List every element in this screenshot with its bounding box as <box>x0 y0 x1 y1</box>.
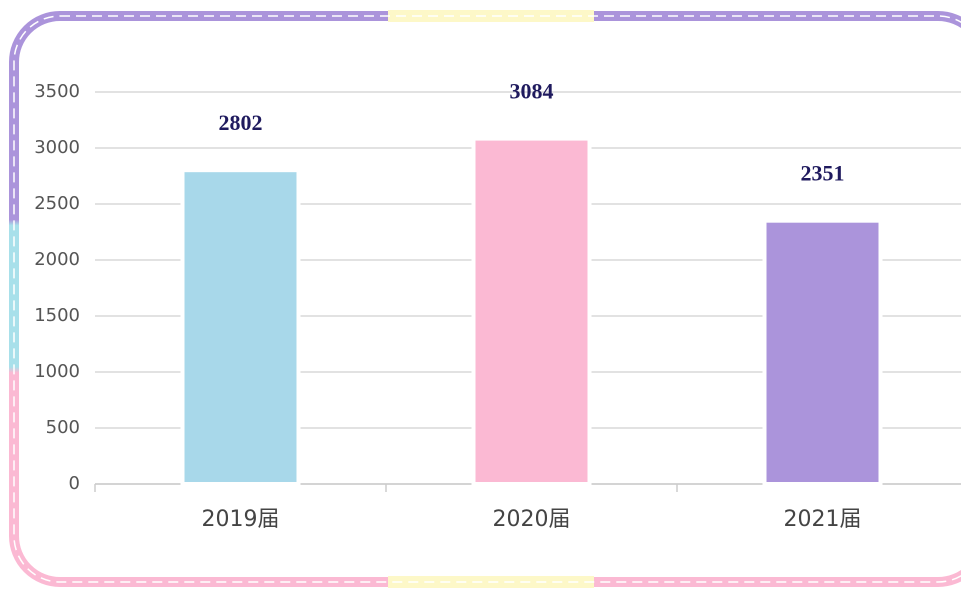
x-tick-label: 2020届 <box>493 507 571 532</box>
x-tick-label: 2021届 <box>784 507 862 532</box>
y-tick-label: 2500 <box>34 193 80 214</box>
y-tick-label: 1000 <box>34 361 80 382</box>
y-tick-label: 3000 <box>34 137 80 158</box>
y-tick-label: 1500 <box>34 305 80 326</box>
bar <box>471 136 592 486</box>
data-label: 2802 <box>219 110 263 135</box>
x-tick-label: 2019届 <box>202 507 280 532</box>
y-tick-label: 0 <box>69 473 80 494</box>
bar <box>180 168 301 486</box>
frame <box>9 10 961 588</box>
bar <box>762 218 883 487</box>
data-label: 2351 <box>801 161 845 186</box>
y-tick-label: 500 <box>46 417 80 438</box>
data-label: 3084 <box>510 79 554 104</box>
y-tick-label: 3500 <box>34 81 80 102</box>
y-tick-label: 2000 <box>34 249 80 270</box>
